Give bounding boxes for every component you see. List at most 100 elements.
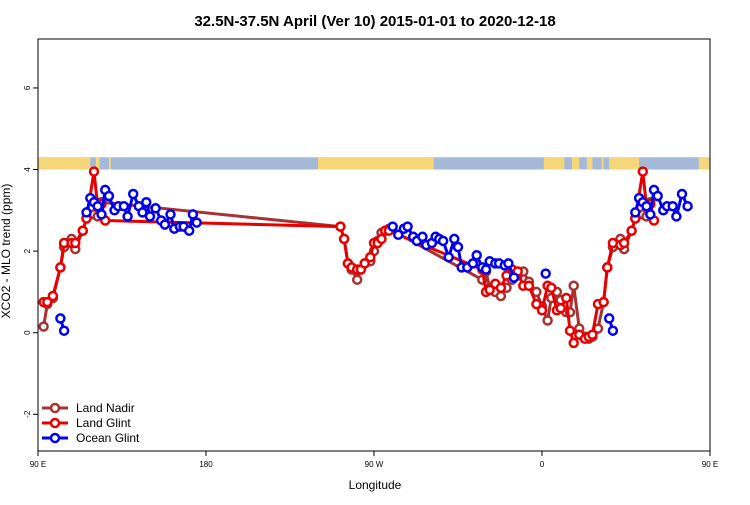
land-segment — [318, 157, 434, 170]
data-point — [96, 209, 107, 220]
data-point — [387, 221, 398, 232]
data-point — [626, 225, 637, 236]
data-point — [351, 274, 363, 285]
y-tick-label: -2 — [23, 410, 32, 418]
plot-area — [38, 166, 693, 349]
chart-title: 32.5N-37.5N April (Ver 10) 2015-01-01 to… — [194, 13, 555, 30]
land-segment — [95, 157, 100, 170]
data-point — [47, 290, 59, 302]
data-point — [118, 200, 130, 212]
data-point — [437, 235, 449, 247]
data-point — [540, 268, 551, 279]
y-tick-label: 6 — [23, 85, 32, 90]
land-segment — [612, 157, 640, 170]
x-tick-label: 90 E — [30, 460, 46, 469]
data-point — [159, 219, 171, 230]
land-segment — [609, 157, 613, 170]
data-point — [568, 337, 579, 349]
data-point — [603, 313, 615, 324]
land-segment — [38, 157, 91, 170]
data-point — [402, 221, 413, 232]
data-point — [81, 207, 92, 218]
data-point — [471, 249, 482, 261]
data-point — [88, 166, 100, 177]
legend-marker — [49, 402, 61, 414]
y-axis-label: XCO2 - MLO trend (ppm) — [0, 184, 13, 319]
data-point — [165, 209, 176, 220]
land-segment — [571, 157, 580, 170]
data-point — [58, 325, 70, 336]
data-point — [618, 237, 630, 249]
data-point — [55, 262, 66, 273]
data-point — [417, 231, 428, 243]
x-axis: 90 E 180 90 W 0 90 E — [30, 451, 718, 469]
data-point — [393, 229, 404, 241]
data-point — [103, 190, 115, 202]
data-point — [495, 282, 507, 294]
data-point — [144, 211, 156, 222]
legend-label: Ocean Glint — [76, 431, 140, 445]
land-segment — [698, 157, 710, 170]
data-point — [667, 200, 678, 212]
data-point — [443, 251, 454, 263]
land-segment — [543, 157, 565, 170]
data-point — [503, 258, 514, 269]
data-point — [338, 233, 350, 245]
land-segment — [108, 157, 111, 170]
data-point — [376, 233, 387, 245]
data-point — [38, 321, 49, 332]
data-point — [449, 233, 460, 245]
data-point — [523, 280, 535, 292]
data-point — [365, 251, 376, 263]
data-point — [359, 258, 370, 269]
data-point — [70, 237, 81, 249]
data-point — [598, 296, 609, 308]
data-point — [676, 188, 688, 200]
data-point — [564, 325, 576, 336]
data-point — [122, 211, 133, 222]
x-tick-label: 90 W — [365, 460, 384, 469]
data-point — [183, 225, 195, 236]
data-point — [42, 296, 53, 308]
x-tick-label: 90 E — [702, 460, 718, 469]
land-segment — [586, 157, 593, 170]
data-point — [508, 272, 520, 283]
x-axis-label: Longitude — [349, 478, 402, 492]
land-segment — [601, 157, 604, 170]
data-point — [542, 315, 553, 326]
data-point — [77, 225, 89, 236]
data-point — [55, 313, 66, 324]
legend-label: Land Nadir — [76, 401, 135, 415]
x-tick-label: 180 — [199, 460, 213, 469]
data-point — [602, 262, 613, 273]
data-point — [467, 258, 479, 269]
data-point — [630, 207, 641, 218]
y-axis: -2 0 2 4 6 — [23, 85, 38, 418]
data-point — [150, 203, 161, 214]
data-point — [637, 166, 649, 177]
data-point — [645, 209, 656, 220]
data-point — [127, 188, 139, 200]
data-point — [568, 280, 579, 292]
data-point — [452, 241, 464, 253]
data-point — [335, 221, 346, 232]
data-point — [682, 200, 693, 212]
y-tick-label: 4 — [23, 167, 32, 172]
data-point — [607, 325, 619, 336]
data-point — [671, 211, 682, 222]
data-point — [561, 292, 572, 304]
data-point — [587, 329, 598, 340]
data-point — [191, 217, 202, 228]
x-tick-label: 0 — [540, 460, 545, 469]
legend-marker — [49, 432, 61, 444]
series-ocean-glint — [55, 184, 693, 336]
data-point — [546, 282, 557, 294]
y-tick-label: 0 — [23, 330, 32, 335]
data-point — [480, 264, 492, 275]
legend-label: Land Glint — [76, 416, 131, 430]
y-tick-label: 2 — [23, 248, 32, 253]
data-point — [536, 305, 548, 316]
